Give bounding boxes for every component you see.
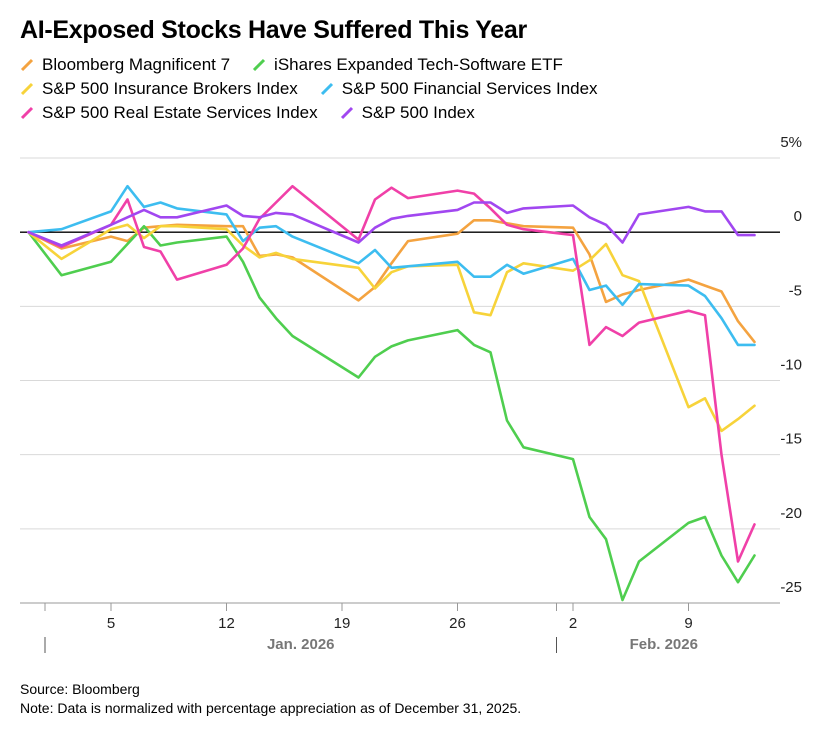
- legend-swatch: [320, 82, 333, 96]
- legend-label: Bloomberg Magnificent 7: [42, 55, 231, 74]
- y-tick-label: -10: [780, 356, 802, 373]
- legend-label: S&P 500 Financial Services Index: [341, 79, 598, 98]
- x-tick-label: 26: [449, 615, 466, 632]
- legend-item: S&P 500 Insurance Brokers Index: [20, 79, 298, 99]
- x-tick-label: 19: [334, 615, 351, 632]
- legend-item: S&P 500 Index: [340, 103, 475, 123]
- legend-swatch: [340, 106, 353, 120]
- legend-label: iShares Expanded Tech-Software ETF: [274, 55, 563, 74]
- x-tick-label: 12: [218, 615, 235, 632]
- y-tick-label: -5: [789, 282, 802, 299]
- series-line: [27, 201, 756, 247]
- legend-marker: [252, 58, 266, 72]
- x-tick-label: 9: [684, 615, 692, 632]
- legend-swatch: [20, 58, 34, 72]
- series-line: [27, 184, 756, 347]
- legend-label: S&P 500 Real Estate Services Index: [42, 103, 318, 122]
- legend-marker: [340, 106, 353, 120]
- series-line: [27, 184, 756, 563]
- y-tick-label: 0: [794, 208, 802, 225]
- legend-item: S&P 500 Real Estate Services Index: [20, 103, 318, 123]
- source: Source: Bloomberg: [20, 681, 140, 697]
- x-tick-label: 5: [107, 615, 115, 632]
- legend-label: S&P 500 Insurance Brokers Index: [42, 79, 298, 98]
- legend: Bloomberg Magnificent 7 iShares Expanded …: [20, 55, 680, 123]
- legend-swatch: [20, 82, 34, 96]
- legend-item: S&P 500 Financial Services Index: [320, 79, 598, 99]
- series-line: [27, 219, 756, 344]
- y-tick-label: -20: [780, 505, 802, 522]
- x-group-label: Feb. 2026: [630, 636, 698, 653]
- legend-swatch: [20, 106, 34, 120]
- note: Note: Data is normalized with percentage…: [20, 700, 522, 716]
- legend-marker: [20, 58, 34, 72]
- x-tick-label: 2: [569, 615, 577, 632]
- footer: Source: Bloomberg Note: Data is normaliz…: [20, 680, 521, 718]
- series-line: [27, 224, 756, 602]
- legend-item: iShares Expanded Tech-Software ETF: [252, 55, 563, 75]
- legend-item: Bloomberg Magnificent 7: [20, 55, 230, 75]
- legend-label: S&P 500 Index: [361, 103, 475, 122]
- y-tick-label: -15: [780, 431, 802, 448]
- y-tick-label: 5%: [780, 134, 802, 151]
- x-group-label: Jan. 2026: [267, 636, 335, 653]
- chart: 5% 0 -5 -10 -15 -20 -25 5 12 19 26 2 9 Jan. 2026 Feb. …: [20, 134, 802, 653]
- legend-marker: [320, 82, 333, 96]
- legend-marker: [20, 106, 34, 120]
- series-line: [27, 223, 756, 433]
- chart-title: AI-Exposed Stocks Have Suffered This Yea…: [20, 16, 527, 44]
- legend-marker: [20, 82, 34, 96]
- y-tick-label: -25: [780, 579, 802, 596]
- legend-swatch: [252, 58, 266, 72]
